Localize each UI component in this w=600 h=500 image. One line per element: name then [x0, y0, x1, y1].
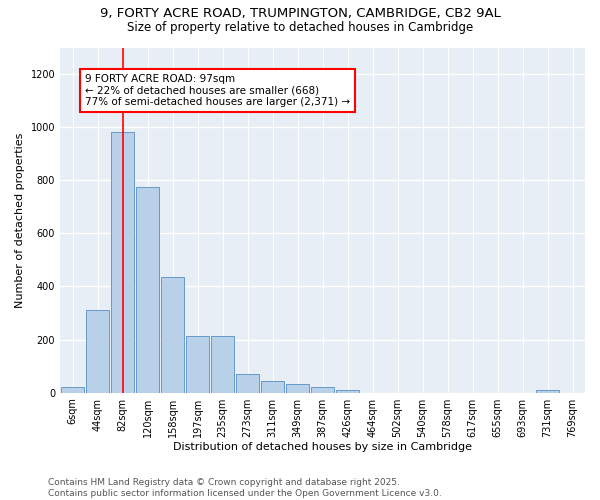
Text: Contains HM Land Registry data © Crown copyright and database right 2025.
Contai: Contains HM Land Registry data © Crown c… — [48, 478, 442, 498]
Bar — [136, 187, 160, 392]
Bar — [110, 132, 134, 392]
Bar — [286, 384, 310, 392]
Bar — [236, 374, 259, 392]
Bar — [260, 381, 284, 392]
Text: 9 FORTY ACRE ROAD: 97sqm
← 22% of detached houses are smaller (668)
77% of semi-: 9 FORTY ACRE ROAD: 97sqm ← 22% of detach… — [85, 74, 350, 108]
Bar — [211, 336, 235, 392]
Bar — [61, 387, 85, 392]
Bar — [86, 310, 109, 392]
Bar — [335, 390, 359, 392]
Bar — [311, 388, 334, 392]
Y-axis label: Number of detached properties: Number of detached properties — [15, 132, 25, 308]
Bar — [536, 390, 559, 392]
Text: Size of property relative to detached houses in Cambridge: Size of property relative to detached ho… — [127, 21, 473, 34]
Bar — [185, 336, 209, 392]
X-axis label: Distribution of detached houses by size in Cambridge: Distribution of detached houses by size … — [173, 442, 472, 452]
Text: 9, FORTY ACRE ROAD, TRUMPINGTON, CAMBRIDGE, CB2 9AL: 9, FORTY ACRE ROAD, TRUMPINGTON, CAMBRID… — [100, 8, 500, 20]
Bar — [161, 277, 184, 392]
